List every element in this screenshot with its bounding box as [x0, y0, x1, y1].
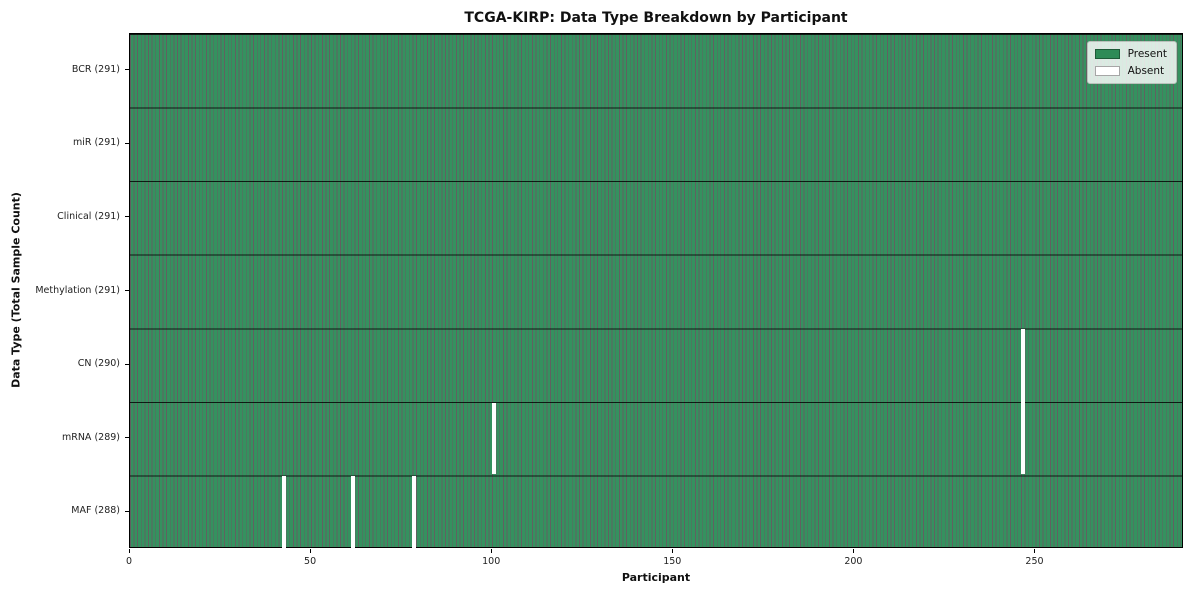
- x-tick-label-200: 200: [844, 556, 863, 567]
- x-tick-label-150: 150: [663, 556, 682, 567]
- absent-gap-MAF-61: [350, 476, 355, 548]
- x-tick-label-50: 50: [304, 556, 317, 567]
- legend-item-present: Present: [1094, 48, 1167, 60]
- legend: Present Absent: [1086, 41, 1177, 84]
- x-tick-label-250: 250: [1025, 556, 1044, 567]
- absent-gap-MAF-78: [412, 476, 417, 548]
- x-tick-label-100: 100: [482, 556, 501, 567]
- x-tick-mark: [490, 549, 492, 553]
- y-tick-mark: [125, 216, 129, 218]
- x-tick-label-0: 0: [125, 556, 133, 567]
- plot-area: Present Absent: [129, 33, 1183, 548]
- y-tick-mark: [125, 290, 129, 291]
- y-tick-mark: [125, 437, 129, 439]
- chart-title: TCGA-KIRP: Data Type Breakdown by Partic…: [464, 10, 848, 26]
- y-tick-label-Clinical: Clinical (291): [57, 210, 120, 222]
- legend-swatch-present-icon: [1094, 49, 1120, 59]
- y-tick-label-CN: CN (290): [77, 358, 120, 370]
- y-tick-label-mRNA: mRNA (289): [61, 431, 120, 443]
- y-tick-mark: [125, 510, 129, 512]
- absent-gap-mRNA-100: [491, 402, 497, 475]
- absent-gap-CN-246: [1020, 329, 1025, 402]
- y-tick-mark: [125, 363, 129, 365]
- y-tick-label-BCR: BCR (291): [71, 63, 120, 75]
- y-tick-mark: [125, 69, 129, 71]
- legend-swatch-absent-icon: [1094, 66, 1120, 76]
- legend-label-present: Present: [1127, 48, 1167, 60]
- legend-label-absent: Absent: [1127, 65, 1165, 77]
- x-tick-mark: [852, 549, 854, 553]
- x-tick-mark: [1033, 549, 1035, 553]
- y-tick-mark: [125, 142, 129, 144]
- y-tick-label-MAF: MAF (288): [71, 505, 120, 517]
- y-tick-label-miR: miR (291): [72, 137, 120, 149]
- y-tick-label-Methylation: Methylation (291): [35, 284, 120, 296]
- legend-item-absent: Absent: [1094, 65, 1167, 77]
- absent-gap-MAF-42: [281, 476, 287, 548]
- x-tick-mark: [128, 549, 130, 553]
- absent-gap-mRNA-246: [1020, 401, 1025, 475]
- x-tick-mark: [309, 549, 311, 553]
- x-axis-label: Participant: [621, 571, 691, 584]
- x-tick-mark: [671, 549, 673, 553]
